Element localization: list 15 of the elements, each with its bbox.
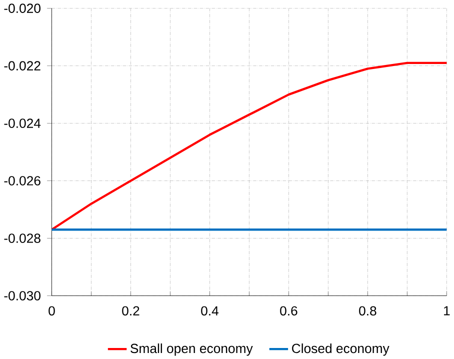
y-tick-label: -0.030 [4, 291, 40, 300]
legend-label: Small open economy [130, 343, 253, 356]
y-tick-label: -0.020 [4, 4, 40, 13]
line-series [50, 62, 448, 231]
x-tick-label: 0.4 [201, 306, 218, 316]
x-tick-label: 0.2 [122, 306, 140, 316]
y-tick-label: -0.024 [4, 118, 41, 128]
y-tick-label: -0.022 [4, 61, 40, 70]
y-tick-label: -0.026 [4, 176, 40, 186]
x-tick-label: 0.8 [359, 306, 376, 316]
y-tick-label: -0.028 [4, 234, 40, 243]
legend-label: Closed economy [292, 343, 390, 356]
x-tick-label: 0.6 [280, 306, 298, 316]
x-tick-label: 1 [444, 306, 450, 316]
x-tick-label: 0 [48, 306, 55, 316]
